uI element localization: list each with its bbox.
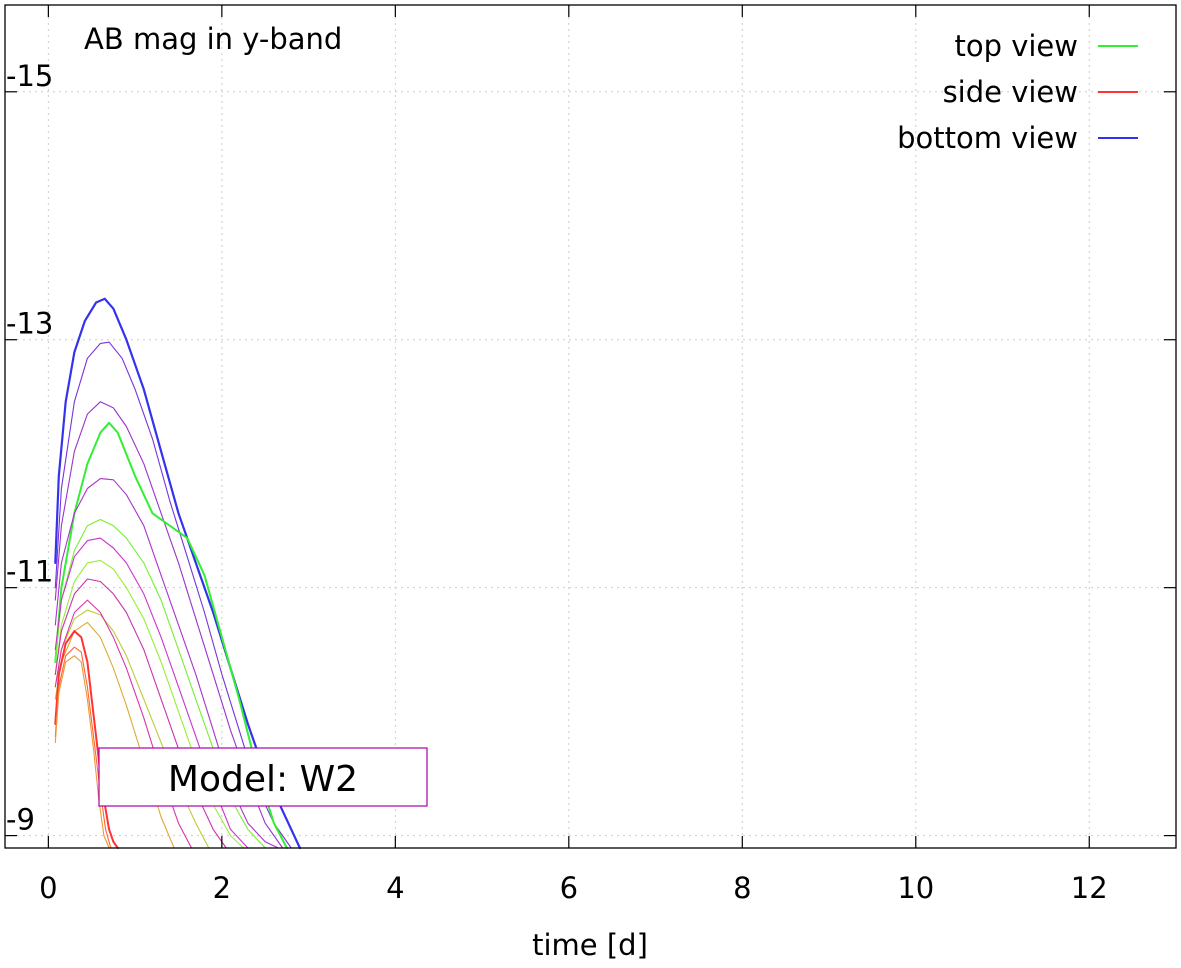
legend-label: side view	[943, 75, 1078, 109]
series-line	[54, 421, 288, 849]
y-tick-label: -13	[6, 307, 53, 341]
model-annotation: Model: W2	[168, 759, 358, 800]
model-annotation-box	[98, 747, 428, 807]
series-line	[54, 630, 119, 849]
y-tick-label: -15	[6, 59, 53, 93]
x-axis-label: time [d]	[532, 928, 648, 962]
legend-label: top view	[954, 29, 1078, 63]
y-tick-label: -11	[6, 555, 53, 589]
chart-title: AB mag in y-band	[84, 22, 342, 56]
series-line	[54, 646, 112, 849]
x-tick-label: 8	[733, 871, 751, 905]
plot-frame	[4, 4, 1177, 849]
series-line	[54, 655, 110, 849]
grid	[5, 5, 1176, 848]
x-tick-label: 0	[39, 871, 57, 905]
legend-label: bottom view	[897, 121, 1078, 155]
x-tick-label: 2	[213, 871, 231, 905]
legend: top view side view bottom view	[897, 29, 1138, 155]
x-tick-label: 4	[386, 871, 404, 905]
series-line	[54, 599, 193, 849]
axis-ticks: 0 2 4 6 8 10 12 -15 -13 -11 -9	[5, 5, 1176, 905]
series-line	[54, 297, 301, 850]
x-tick-label: 6	[560, 871, 578, 905]
x-tick-label: 10	[897, 871, 934, 905]
x-tick-label: 12	[1071, 871, 1108, 905]
y-tick-label: -9	[6, 803, 35, 837]
